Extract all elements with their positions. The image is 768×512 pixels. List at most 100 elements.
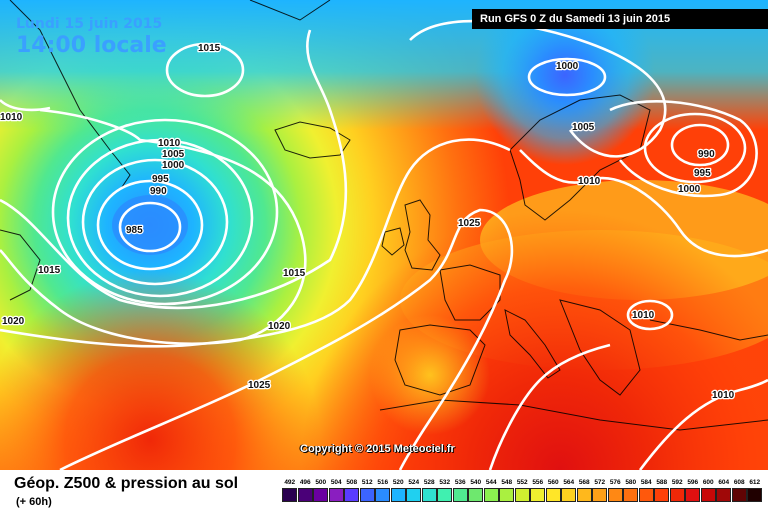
scale-value: 516 <box>377 479 389 486</box>
scale-cell: 584 <box>638 478 655 502</box>
isobar-label: 1015 <box>198 43 221 54</box>
scale-swatch <box>654 488 670 502</box>
scale-value: 532 <box>439 479 451 486</box>
isobar-990 <box>96 179 204 271</box>
iceland <box>274 121 351 159</box>
scale-swatch <box>545 488 561 502</box>
isobar-1000-north <box>527 57 607 97</box>
isobar-label: 1000 <box>678 184 701 195</box>
isobar-1010-west <box>0 108 307 345</box>
scale-value: 504 <box>330 479 342 486</box>
scale-value: 536 <box>454 479 466 486</box>
isobar-label: 1020 <box>2 316 25 327</box>
isobar-label: 1005 <box>162 149 185 160</box>
scale-cell: 580 <box>623 478 639 502</box>
isobar-label: 1025 <box>458 218 481 229</box>
isobar-1010-central <box>519 149 768 258</box>
scale-value: 528 <box>423 479 435 486</box>
isobar-1010-east <box>638 378 768 470</box>
scale-cell: 544 <box>483 478 500 502</box>
north-africa-coast <box>379 399 768 431</box>
scale-swatch <box>623 488 639 502</box>
scale-cell: 608 <box>731 478 748 502</box>
scale-cell: 520 <box>390 478 407 502</box>
scale-cell: 516 <box>375 478 391 502</box>
scale-cell: 548 <box>499 478 515 502</box>
isobar-1025 <box>59 208 514 470</box>
scale-cell: 556 <box>530 478 546 502</box>
isobar-label-group: 1015 1010 1010 1005 1000 995 990 985 101… <box>0 42 736 403</box>
scale-value: 584 <box>640 479 652 486</box>
scale-value: 568 <box>578 479 590 486</box>
ireland <box>381 227 405 256</box>
greenland-coast <box>9 0 131 191</box>
scale-cell: 528 <box>421 478 438 502</box>
scale-cell: 524 <box>406 478 422 502</box>
france <box>439 264 501 321</box>
arctic-coast <box>249 0 331 21</box>
scale-swatch <box>561 488 577 502</box>
isobar-label: 1025 <box>248 380 271 391</box>
scale-value: 544 <box>485 479 497 486</box>
scale-swatch <box>592 488 608 502</box>
copyright-text: Copyright © 2015 Meteociel.fr <box>300 443 455 455</box>
map-area: 1015 1010 1010 1005 1000 995 990 985 101… <box>0 0 768 470</box>
great-britain <box>404 199 441 271</box>
scale-value: 576 <box>609 479 621 486</box>
scale-value: 572 <box>594 479 606 486</box>
scale-value: 508 <box>346 479 358 486</box>
isobar-990-east <box>670 123 730 167</box>
isobar-985 <box>118 201 182 253</box>
isobar-1015-north <box>165 42 245 98</box>
legend-bar: Géop. Z500 & pression au sol (+ 60h) 492… <box>0 470 768 512</box>
scale-cell: 496 <box>297 478 314 502</box>
isobar-label: 1010 <box>158 138 181 149</box>
scale-swatch <box>731 488 747 502</box>
forecast-time: 14:00 locale <box>16 33 167 58</box>
isobar-label: 1010 <box>712 390 735 401</box>
scale-swatch <box>669 488 685 502</box>
scale-swatch <box>638 488 654 502</box>
scale-swatch <box>700 488 716 502</box>
isobar-label: 1010 <box>632 310 655 321</box>
scale-swatch <box>685 488 701 502</box>
scale-swatch <box>344 488 360 502</box>
color-scale: 492 496 500 504 508 512 516 520 524 528 532 536 540 5… <box>282 478 763 502</box>
scale-cell: 560 <box>545 478 562 502</box>
scale-cell: 492 <box>282 478 298 502</box>
isobar-label: 1000 <box>556 61 579 72</box>
scale-cell: 604 <box>716 478 732 502</box>
scale-cell: 552 <box>514 478 531 502</box>
scale-cell: 572 <box>592 478 608 502</box>
isobar-label: 1000 <box>162 160 185 171</box>
scale-value: 604 <box>718 479 730 486</box>
balkans <box>559 299 641 396</box>
scale-swatch <box>390 488 406 502</box>
isobar-995-east <box>643 112 747 184</box>
scale-swatch <box>468 488 484 502</box>
scale-cell: 596 <box>685 478 701 502</box>
scale-swatch <box>313 488 329 502</box>
isobar-label: 990 <box>698 149 715 160</box>
scale-swatch <box>375 488 391 502</box>
isobar-south <box>488 343 611 470</box>
scale-cell: 500 <box>313 478 329 502</box>
scale-value: 500 <box>315 479 327 486</box>
scale-swatch <box>421 488 437 502</box>
scale-value: 548 <box>501 479 513 486</box>
atlantic-low-core <box>112 195 188 255</box>
scale-swatch <box>747 488 763 502</box>
isobar-label: 1015 <box>283 268 306 279</box>
scale-swatch <box>406 488 422 502</box>
scale-value: 540 <box>470 479 482 486</box>
scale-value: 600 <box>702 479 714 486</box>
isobar-label: 995 <box>694 168 711 179</box>
scale-swatch <box>483 488 499 502</box>
isobar-label: 990 <box>150 186 167 197</box>
scale-cell: 564 <box>561 478 577 502</box>
scale-value: 492 <box>284 479 296 486</box>
scale-swatch <box>499 488 515 502</box>
scale-cell: 592 <box>669 478 686 502</box>
scale-value: 520 <box>392 479 404 486</box>
scale-value: 596 <box>687 479 699 486</box>
